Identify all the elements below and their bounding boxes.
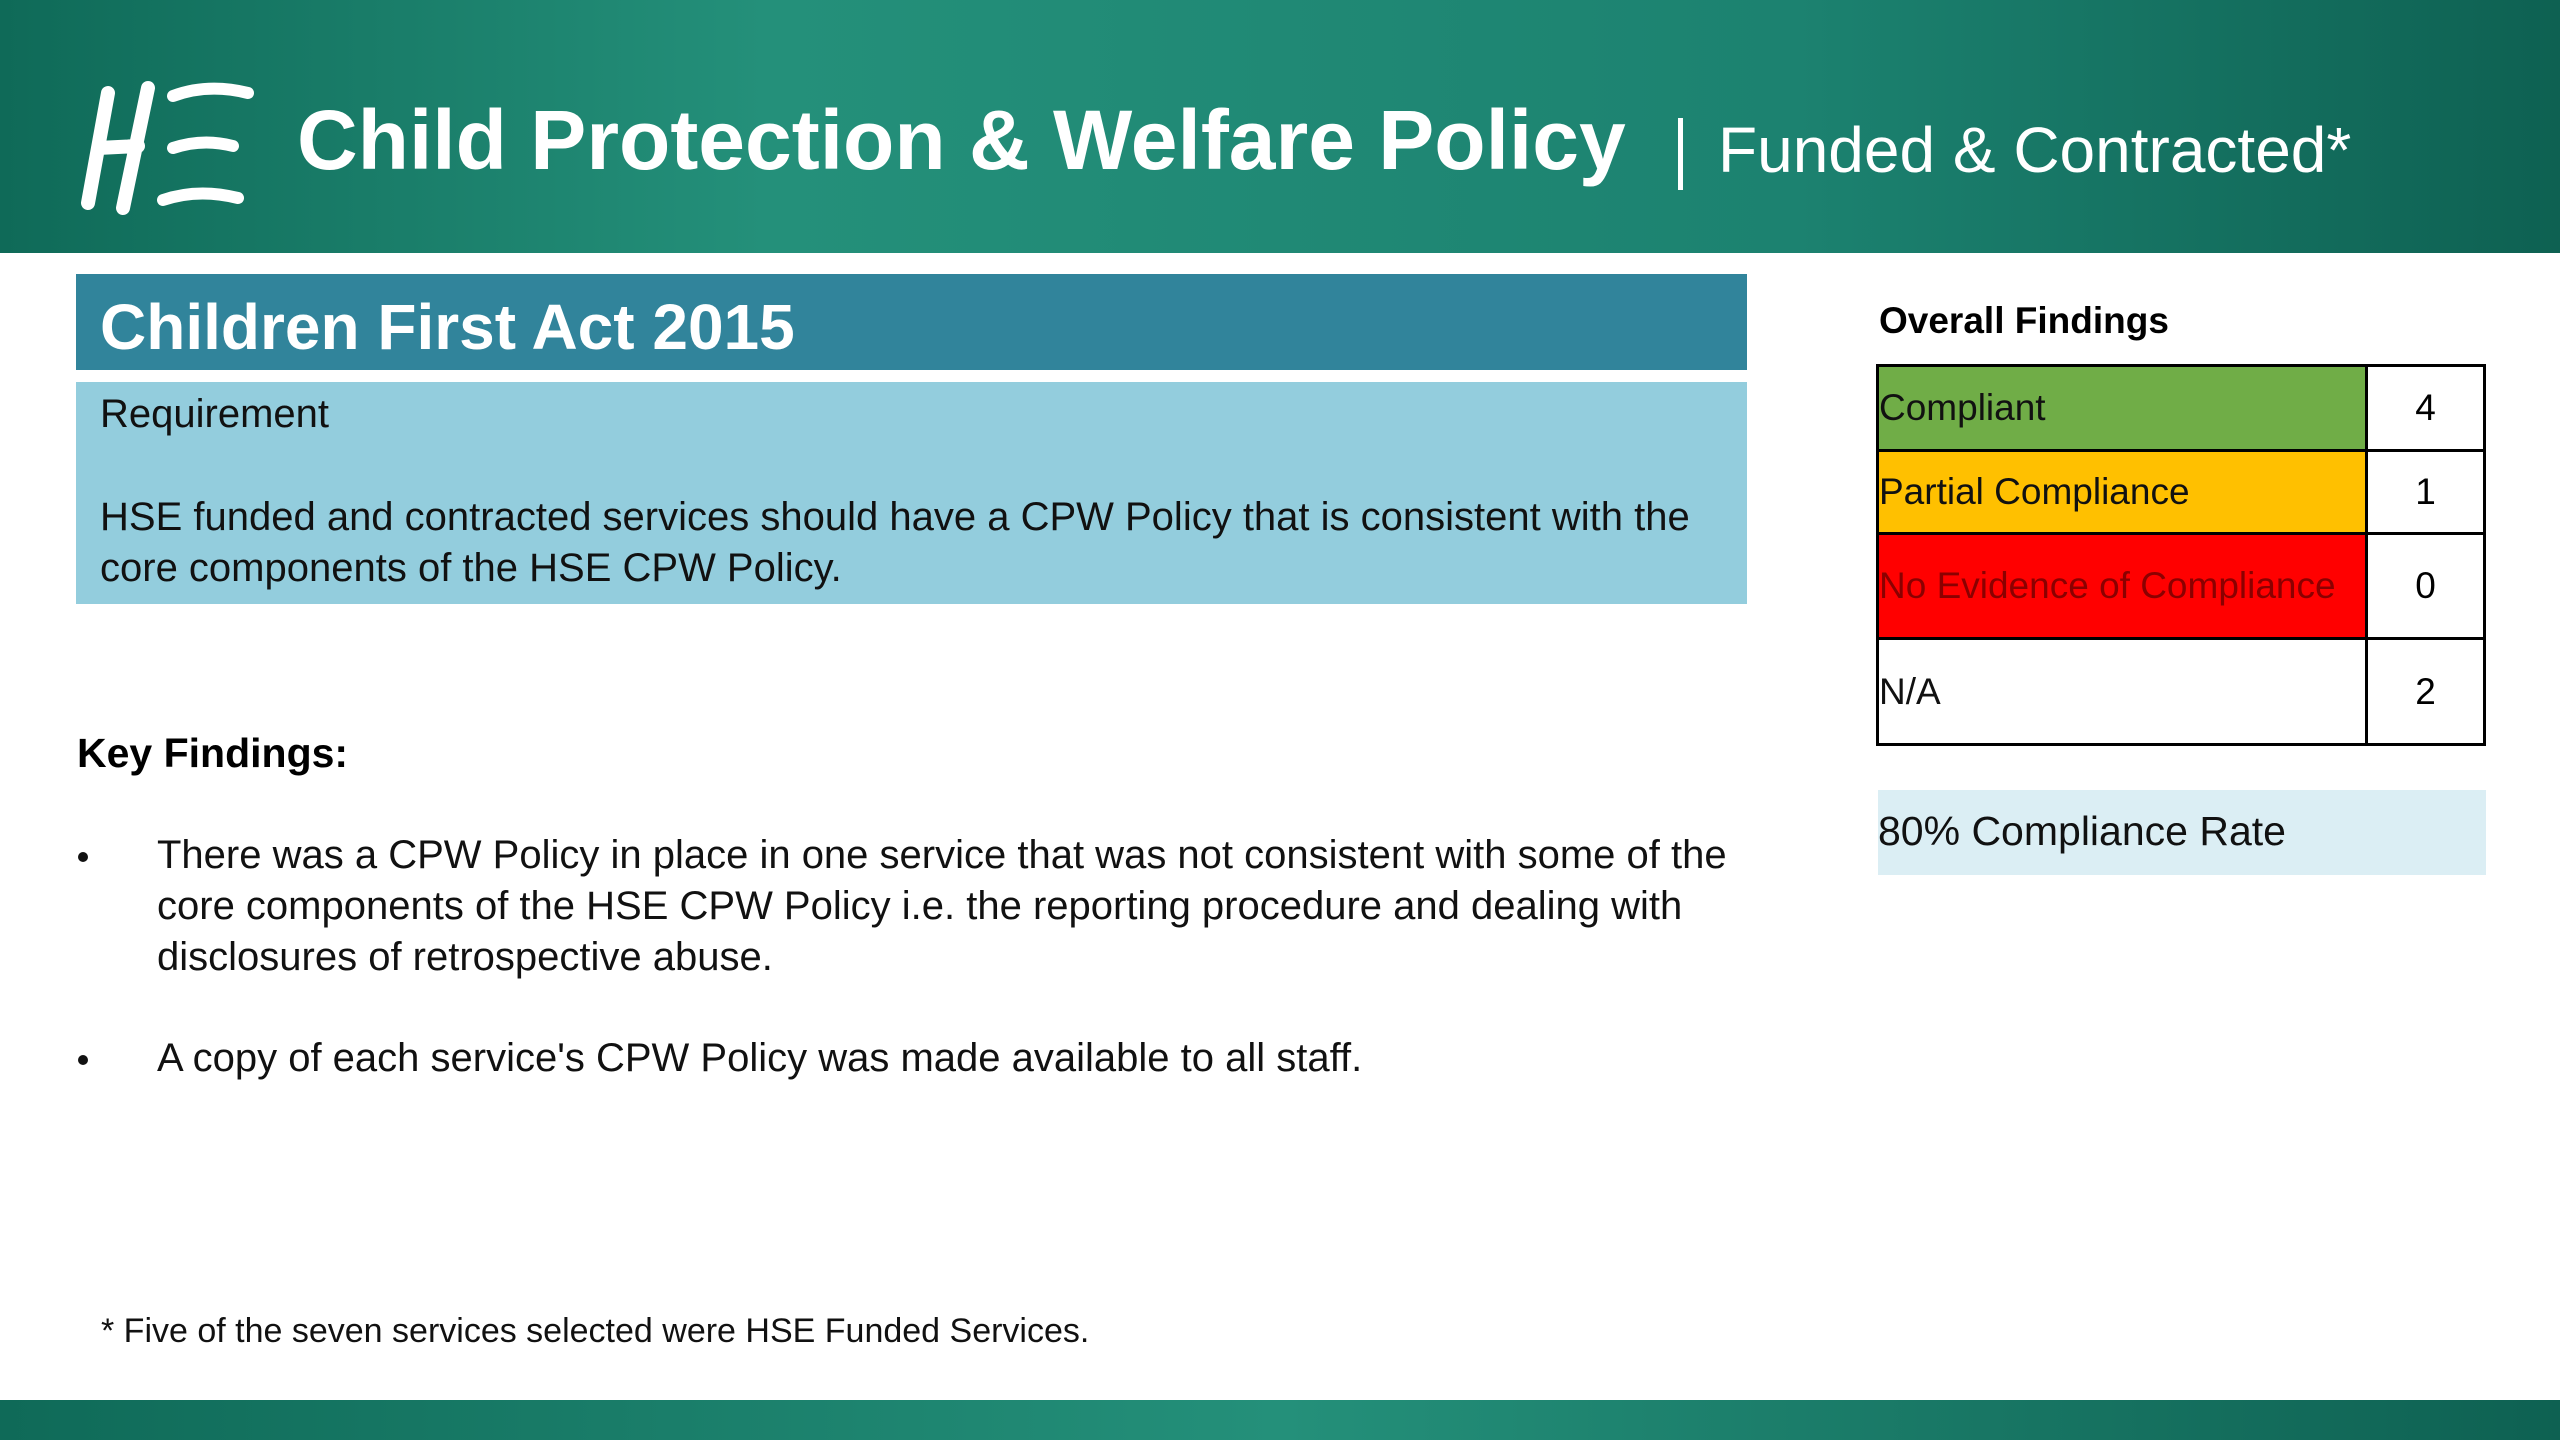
finding-item: There was a CPW Policy in place in one s… <box>157 833 1727 979</box>
hse-logo <box>81 81 254 215</box>
finding-count: 0 <box>2365 532 2486 640</box>
finding-label: N/A <box>1876 637 2368 746</box>
findings-row: N/A 2 <box>1876 637 2486 746</box>
finding-label: Partial Compliance <box>1876 449 2368 535</box>
finding-count: 4 <box>2365 364 2486 452</box>
footnote: * Five of the seven services selected we… <box>101 1312 1090 1350</box>
separator <box>1678 118 1683 190</box>
compliance-rate: 80% Compliance Rate <box>1878 808 2286 854</box>
footer-band <box>0 1400 2560 1440</box>
key-findings-heading: Key Findings: <box>77 730 349 776</box>
header-title: Child Protection & Welfare Policy <box>297 93 1626 187</box>
header-band <box>0 0 2560 253</box>
finding-label: Compliant <box>1876 364 2368 452</box>
section-title: Children First Act 2015 <box>100 291 795 363</box>
bullet <box>78 1055 88 1065</box>
requirement-label: Requirement <box>100 392 330 436</box>
finding-label: No Evidence of Compliance <box>1876 532 2368 640</box>
requirement-box <box>76 382 1747 604</box>
rate-box <box>1878 790 2486 875</box>
requirement-text: HSE funded and contracted services shoul… <box>100 495 1690 590</box>
finding-count: 2 <box>2365 637 2486 746</box>
findings-table: Compliant 4 Partial Compliance 1 No Evidence… <box>1876 364 2486 746</box>
header-subtitle: Funded & Contracted* <box>1718 114 2352 186</box>
findings-row: No Evidence of Compliance 0 <box>1876 532 2486 640</box>
bullet <box>78 852 88 862</box>
section-bar <box>76 274 1747 370</box>
finding-item: A copy of each service's CPW Policy was … <box>157 1036 1363 1080</box>
findings-row: Compliant 4 <box>1876 364 2486 452</box>
findings-title: Overall Findings <box>1879 300 2169 341</box>
finding-count: 1 <box>2365 449 2486 535</box>
findings-row: Partial Compliance 1 <box>1876 449 2486 535</box>
